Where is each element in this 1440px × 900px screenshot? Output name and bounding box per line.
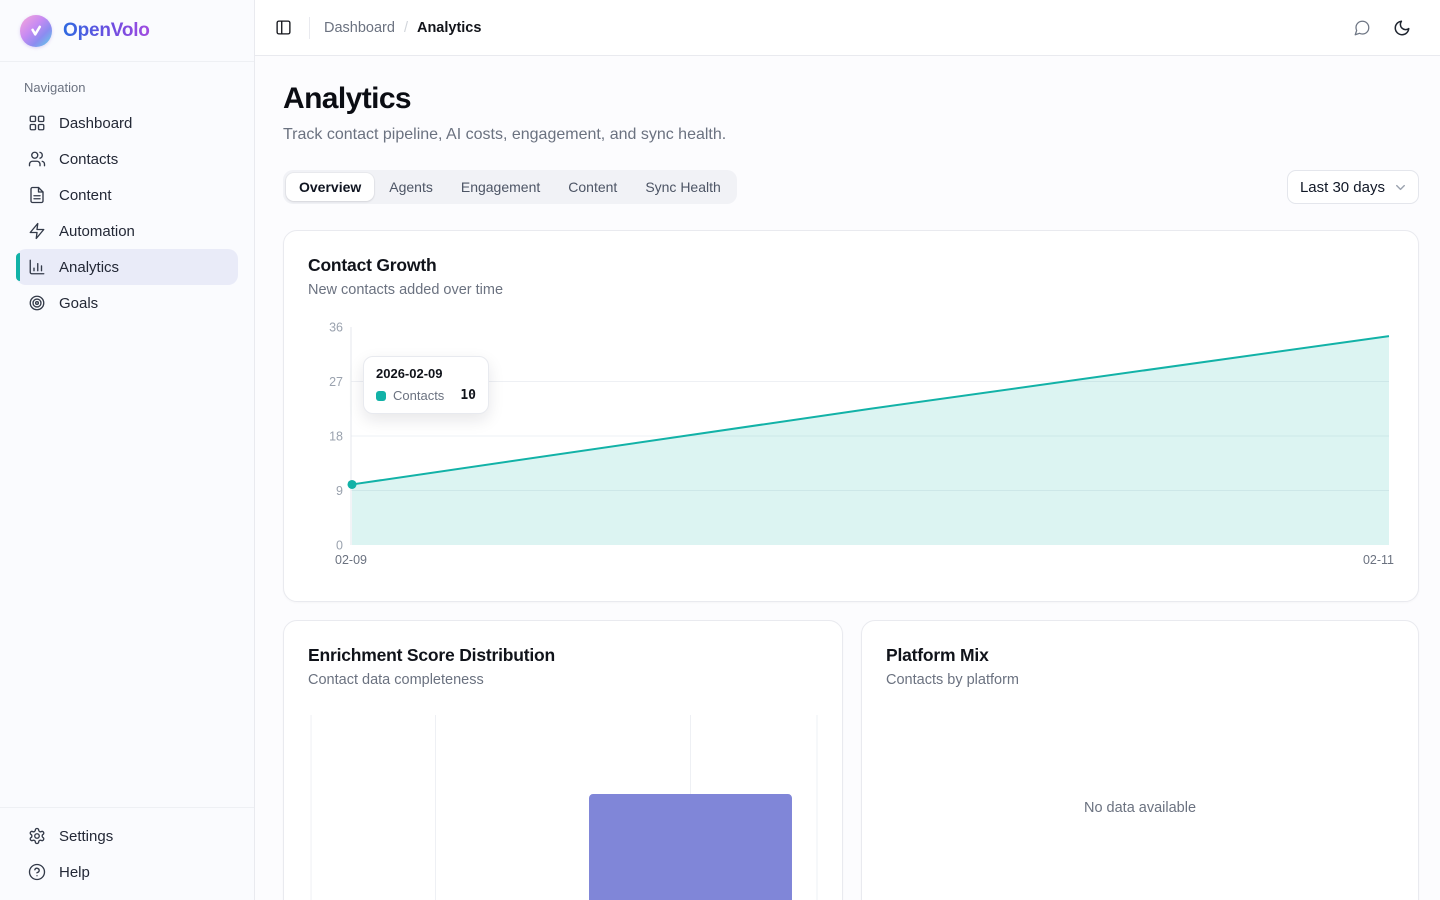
dark-mode-toggle-button[interactable] xyxy=(1386,12,1418,44)
tooltip-series-swatch xyxy=(376,390,386,401)
sidebar-nav: Navigation Dashboard Contacts Content Autom… xyxy=(0,62,254,807)
settings-icon xyxy=(29,827,45,845)
sidebar-toggle-button[interactable] xyxy=(267,12,299,44)
page-subtitle: Track contact pipeline, AI costs, engage… xyxy=(283,126,727,143)
page-title: Analytics xyxy=(283,82,412,115)
contact-growth-title: Contact Growth xyxy=(308,255,437,275)
sidebar-item-content[interactable]: Content xyxy=(16,177,238,213)
tab-overview[interactable]: Overview xyxy=(286,173,375,201)
enrichment-subtitle: Contact data completeness xyxy=(308,672,484,688)
topbar-divider xyxy=(309,16,310,39)
message-circle-icon xyxy=(1354,20,1370,35)
sidebar-item-label: Content xyxy=(59,186,112,204)
layout-dashboard-icon xyxy=(29,115,45,131)
sidebar-footer: Settings Help xyxy=(0,807,254,900)
target-icon xyxy=(29,295,45,311)
feedback-button[interactable] xyxy=(1346,12,1378,44)
tooltip-series-name: Contacts xyxy=(393,388,445,403)
tab-agents[interactable]: Agents xyxy=(376,173,446,201)
page-content: Analytics Track contact pipeline, AI cos… xyxy=(255,56,1440,900)
breadcrumb: Dashboard / Analytics xyxy=(324,20,481,36)
contact-growth-chart[interactable]: 36 27 18 9 0 02-09 02-11 2026-02-09 Contacts 1… xyxy=(308,317,1394,577)
zap-icon xyxy=(29,222,45,240)
enrichment-bar-chart[interactable] xyxy=(308,715,818,900)
sidebar-header: OpenVolo xyxy=(0,0,254,62)
sidebar-item-label: Goals xyxy=(59,294,99,312)
sidebar-item-label: Analytics xyxy=(59,258,120,276)
sidebar-item-analytics[interactable]: Analytics xyxy=(16,249,238,285)
contact-growth-subtitle: New contacts added over time xyxy=(308,282,504,298)
svg-text:36: 36 xyxy=(329,321,343,335)
sidebar-item-automation[interactable]: Automation xyxy=(16,213,238,249)
moon-icon xyxy=(1394,20,1410,35)
sidebar: OpenVolo Navigation Dashboard Contacts Con… xyxy=(0,0,255,900)
tab-sync-health[interactable]: Sync Health xyxy=(632,173,733,201)
help-circle-icon xyxy=(28,863,46,881)
svg-text:0: 0 xyxy=(336,539,343,553)
cards-grid: Enrichment Score Distribution Contact da… xyxy=(283,620,1419,900)
sidebar-item-label: Help xyxy=(59,863,90,881)
topbar-actions xyxy=(1346,12,1418,44)
svg-text:02-09: 02-09 xyxy=(335,553,367,567)
chevron-down-icon xyxy=(1396,184,1405,190)
breadcrumb-dashboard-link[interactable]: Dashboard xyxy=(324,19,395,36)
sidebar-item-help[interactable]: Help xyxy=(16,854,238,890)
sidebar-item-goals[interactable]: Goals xyxy=(16,285,238,321)
enrichment-title: Enrichment Score Distribution xyxy=(308,645,556,665)
sidebar-item-contacts[interactable]: Contacts xyxy=(16,141,238,177)
nav-section-label: Navigation xyxy=(24,80,86,95)
file-text-icon xyxy=(30,186,44,204)
svg-text:9: 9 xyxy=(336,484,343,498)
contact-growth-card: Contact Growth New contacts added over t… xyxy=(283,230,1419,602)
enrichment-score-card: Enrichment Score Distribution Contact da… xyxy=(283,620,843,900)
brand-wordmark: OpenVolo xyxy=(63,19,150,41)
breadcrumb-separator: / xyxy=(403,19,408,36)
svg-text:02-11: 02-11 xyxy=(1363,553,1394,567)
breadcrumb-current: Analytics xyxy=(416,19,482,36)
panel-left-icon xyxy=(275,20,291,35)
sidebar-item-label: Dashboard xyxy=(59,114,133,132)
sidebar-item-settings[interactable]: Settings xyxy=(16,818,238,854)
chart-tooltip: 2026-02-09 Contacts 10 xyxy=(363,356,489,414)
platform-mix-subtitle: Contacts by platform xyxy=(886,672,1019,688)
sidebar-item-label: Automation xyxy=(59,222,135,240)
tab-content[interactable]: Content xyxy=(555,173,630,201)
sidebar-item-label: Settings xyxy=(59,827,114,845)
svg-text:27: 27 xyxy=(329,375,343,389)
controls-row: Overview Agents Engagement Content Sync Heal… xyxy=(283,170,1419,204)
openvolo-logo-icon xyxy=(20,14,52,47)
tab-engagement[interactable]: Engagement xyxy=(448,173,553,201)
date-range-select[interactable]: Last 30 days xyxy=(1286,170,1419,204)
bar-chart-icon xyxy=(29,259,45,275)
sidebar-item-dashboard[interactable]: Dashboard xyxy=(16,105,238,141)
sidebar-item-label: Contacts xyxy=(59,150,119,168)
platform-mix-card: Platform Mix Contacts by platform No dat… xyxy=(861,620,1419,900)
tooltip-date: 2026-02-09 xyxy=(376,366,443,381)
analytics-tabs: Overview Agents Engagement Content Sync Heal… xyxy=(283,170,737,204)
platform-mix-title: Platform Mix xyxy=(886,645,989,665)
svg-text:18: 18 xyxy=(329,430,343,444)
topbar: Dashboard / Analytics xyxy=(255,0,1440,56)
main-area: Dashboard / Analytics Analytics Track co… xyxy=(255,0,1440,900)
platform-mix-empty-state: No data available xyxy=(1083,800,1197,816)
tooltip-series-value: 10 xyxy=(460,388,476,403)
date-range-value: Last 30 days xyxy=(1299,178,1385,196)
users-icon xyxy=(28,151,46,167)
